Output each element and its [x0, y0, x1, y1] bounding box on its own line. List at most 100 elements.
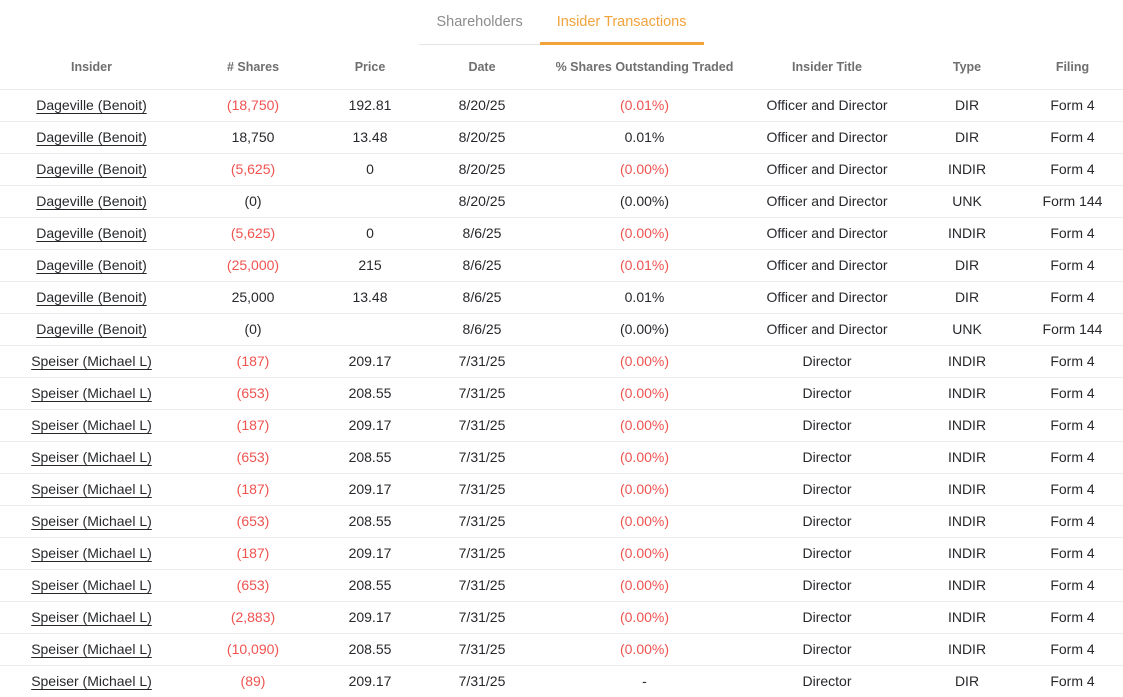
insider-link[interactable]: Speiser (Michael L) — [31, 353, 152, 369]
column-header-insider: Insider — [0, 45, 183, 90]
price-cell: 13.48 — [323, 121, 417, 154]
date-cell: 7/31/25 — [417, 665, 547, 697]
insider-title-cell: Officer and Director — [742, 217, 912, 250]
shares-cell: (5,625) — [183, 217, 323, 250]
pct-outstanding-cell: (0.00%) — [547, 537, 742, 570]
insider-cell: Speiser (Michael L) — [0, 505, 183, 538]
tab-shareholders[interactable]: Shareholders — [419, 2, 540, 45]
filing-cell: Form 4 — [1022, 345, 1123, 378]
filing-cell: Form 4 — [1022, 153, 1123, 186]
insider-link[interactable]: Speiser (Michael L) — [31, 385, 152, 401]
price-cell: 209.17 — [323, 601, 417, 634]
pct-outstanding-cell: (0.00%) — [547, 569, 742, 602]
date-cell: 7/31/25 — [417, 633, 547, 666]
type-cell: INDIR — [912, 377, 1022, 410]
insider-title-cell: Officer and Director — [742, 121, 912, 154]
pct-outstanding-cell: (0.00%) — [547, 377, 742, 410]
table-header-row: Insider # Shares Price Date % Shares Out… — [0, 45, 1123, 90]
shares-cell: (18,750) — [183, 89, 323, 122]
column-header-date: Date — [417, 45, 547, 90]
insider-cell: Speiser (Michael L) — [0, 537, 183, 570]
price-cell: 208.55 — [323, 377, 417, 410]
insider-title-cell: Director — [742, 665, 912, 697]
type-cell: INDIR — [912, 217, 1022, 250]
tab-bar: Shareholders Insider Transactions — [0, 0, 1123, 45]
type-cell: INDIR — [912, 601, 1022, 634]
date-cell: 7/31/25 — [417, 569, 547, 602]
table-row: Speiser (Michael L) (653) 208.55 7/31/25 (0.… — [0, 569, 1123, 602]
insider-transactions-table: Insider # Shares Price Date % Shares Out… — [0, 45, 1123, 697]
type-cell: INDIR — [912, 441, 1022, 474]
table-row: Speiser (Michael L) (89) 209.17 7/31/25- Dir… — [0, 665, 1123, 697]
insider-link[interactable]: Dageville (Benoit) — [36, 161, 147, 177]
shares-cell: (187) — [183, 473, 323, 506]
type-cell: DIR — [912, 89, 1022, 122]
insider-link[interactable]: Speiser (Michael L) — [31, 417, 152, 433]
shares-cell: (187) — [183, 345, 323, 378]
insider-link[interactable]: Speiser (Michael L) — [31, 641, 152, 657]
type-cell: INDIR — [912, 345, 1022, 378]
insider-link[interactable]: Speiser (Michael L) — [31, 545, 152, 561]
date-cell: 7/31/25 — [417, 473, 547, 506]
insider-link[interactable]: Dageville (Benoit) — [36, 129, 147, 145]
insider-link[interactable]: Speiser (Michael L) — [31, 673, 152, 689]
filing-cell: Form 144 — [1022, 185, 1123, 218]
insider-link[interactable]: Speiser (Michael L) — [31, 449, 152, 465]
price-cell: 209.17 — [323, 665, 417, 697]
date-cell: 8/6/25 — [417, 249, 547, 282]
tab-insider-transactions[interactable]: Insider Transactions — [539, 2, 704, 45]
table-row: Dageville (Benoit) (18,750) 192.81 8/20/25(… — [0, 89, 1123, 122]
type-cell: DIR — [912, 121, 1022, 154]
shares-cell: (653) — [183, 377, 323, 410]
price-cell: 209.17 — [323, 345, 417, 378]
column-header-filing: Filing — [1022, 45, 1123, 90]
insider-link[interactable]: Dageville (Benoit) — [36, 193, 147, 209]
filing-cell: Form 4 — [1022, 377, 1123, 410]
type-cell: INDIR — [912, 537, 1022, 570]
shares-cell: (25,000) — [183, 249, 323, 282]
column-header-pct-outstanding: % Shares Outstanding Traded — [547, 45, 742, 90]
type-cell: INDIR — [912, 153, 1022, 186]
column-header-shares: # Shares — [183, 45, 323, 90]
date-cell: 8/20/25 — [417, 121, 547, 154]
date-cell: 7/31/25 — [417, 537, 547, 570]
insider-link[interactable]: Dageville (Benoit) — [36, 289, 147, 305]
shares-cell: (653) — [183, 505, 323, 538]
table-row: Speiser (Michael L) (187) 209.17 7/31/25 (0.… — [0, 537, 1123, 570]
table-row: Speiser (Michael L) (653) 208.55 7/31/25 (0.… — [0, 505, 1123, 538]
pct-outstanding-cell: - — [547, 665, 742, 697]
shares-cell: (187) — [183, 409, 323, 442]
date-cell: 7/31/25 — [417, 377, 547, 410]
type-cell: INDIR — [912, 569, 1022, 602]
table-row: Speiser (Michael L) (653) 208.55 7/31/25 (0.… — [0, 441, 1123, 474]
insider-link[interactable]: Speiser (Michael L) — [31, 577, 152, 593]
insider-link[interactable]: Dageville (Benoit) — [36, 321, 147, 337]
insider-title-cell: Officer and Director — [742, 249, 912, 282]
date-cell: 7/31/25 — [417, 601, 547, 634]
insider-link[interactable]: Speiser (Michael L) — [31, 513, 152, 529]
price-cell: 208.55 — [323, 569, 417, 602]
insider-link[interactable]: Dageville (Benoit) — [36, 257, 147, 273]
insider-title-cell: Officer and Director — [742, 185, 912, 218]
price-cell: 208.55 — [323, 633, 417, 666]
type-cell: DIR — [912, 249, 1022, 282]
insider-link[interactable]: Dageville (Benoit) — [36, 225, 147, 241]
shares-cell: (5,625) — [183, 153, 323, 186]
date-cell: 8/6/25 — [417, 217, 547, 250]
price-cell: 215 — [323, 249, 417, 282]
insider-cell: Dageville (Benoit) — [0, 249, 183, 282]
price-cell: 209.17 — [323, 473, 417, 506]
insider-link[interactable]: Speiser (Michael L) — [31, 609, 152, 625]
type-cell: DIR — [912, 665, 1022, 697]
insider-title-cell: Director — [742, 345, 912, 378]
type-cell: INDIR — [912, 505, 1022, 538]
table-row: Dageville (Benoit) (5,625) 0 8/20/25 (0.00%)… — [0, 153, 1123, 186]
insider-cell: Speiser (Michael L) — [0, 345, 183, 378]
insider-title-cell: Director — [742, 633, 912, 666]
insider-cell: Dageville (Benoit) — [0, 313, 183, 346]
insider-link[interactable]: Dageville (Benoit) — [36, 97, 147, 113]
insider-cell: Dageville (Benoit) — [0, 89, 183, 122]
insider-link[interactable]: Speiser (Michael L) — [31, 481, 152, 497]
table-row: Dageville (Benoit) (0) 8/20/25 (0.00%) Offic… — [0, 185, 1123, 218]
date-cell: 7/31/25 — [417, 345, 547, 378]
